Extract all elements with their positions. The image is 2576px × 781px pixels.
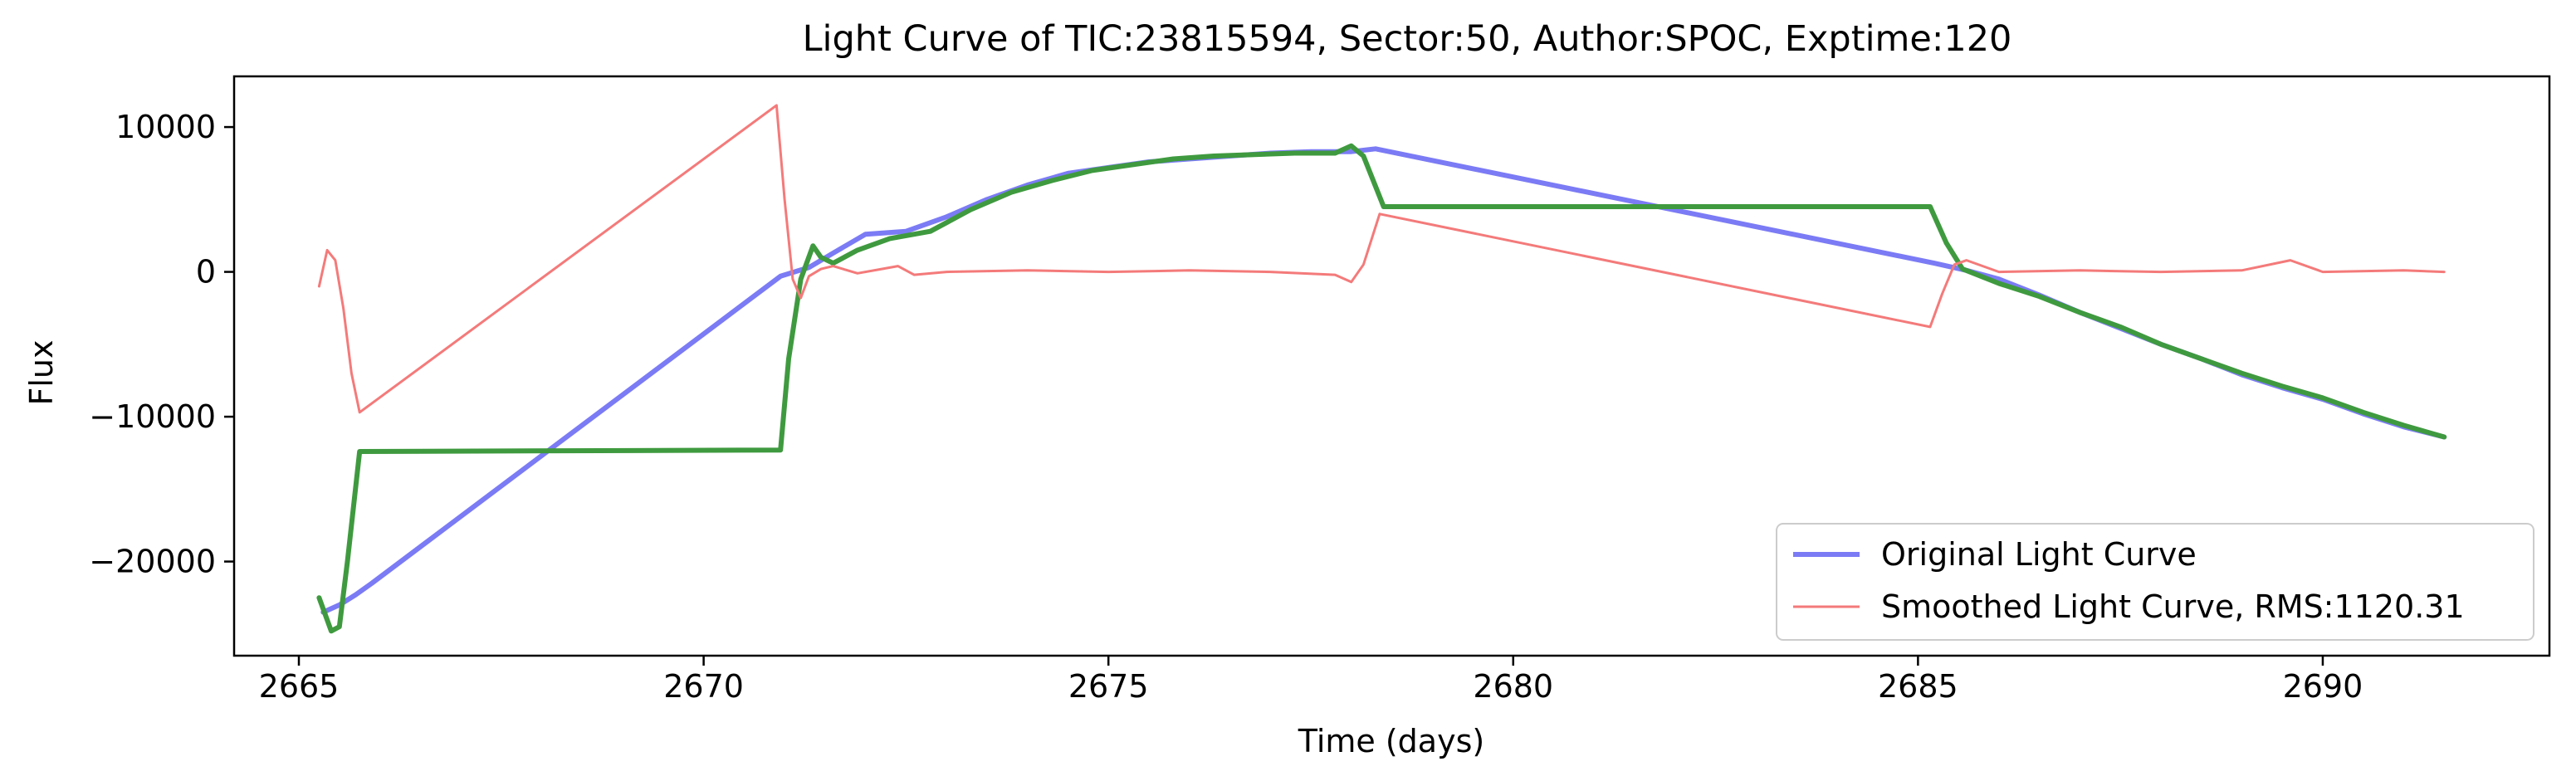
x-tick-label: 2685 [1878, 668, 1958, 705]
x-tick-label: 2690 [2283, 668, 2363, 705]
x-tick-label: 2665 [259, 668, 340, 705]
plot-area [232, 75, 2551, 657]
legend: Original Light Curve Smoothed Light Curv… [1776, 523, 2534, 641]
series-layer [316, 104, 2447, 634]
y-axis-label: Flux [23, 340, 60, 406]
x-tick-label: 2675 [1068, 668, 1149, 705]
y-tick-label: −20000 [89, 544, 216, 580]
y-axis: 10000 0 −10000 −20000 [89, 109, 234, 580]
x-tick-label: 2680 [1473, 668, 1553, 705]
x-axis: 2665 2670 2675 2680 2685 2690 [259, 656, 2363, 705]
x-axis-label: Time (days) [1298, 723, 1484, 759]
y-tick-label: 10000 [115, 109, 216, 145]
legend-label-original: Original Light Curve [1881, 536, 2197, 573]
legend-box [1776, 523, 2534, 641]
series-smoothed-line [317, 104, 2446, 414]
y-tick-label: −10000 [89, 398, 216, 435]
y-tick-label: 0 [196, 254, 216, 290]
legend-label-smoothed: Smoothed Light Curve, RMS:1120.31 [1881, 588, 2465, 625]
x-tick-label: 2670 [663, 668, 744, 705]
chart-title: Light Curve of TIC:23815594, Sector:50, … [803, 18, 2012, 60]
